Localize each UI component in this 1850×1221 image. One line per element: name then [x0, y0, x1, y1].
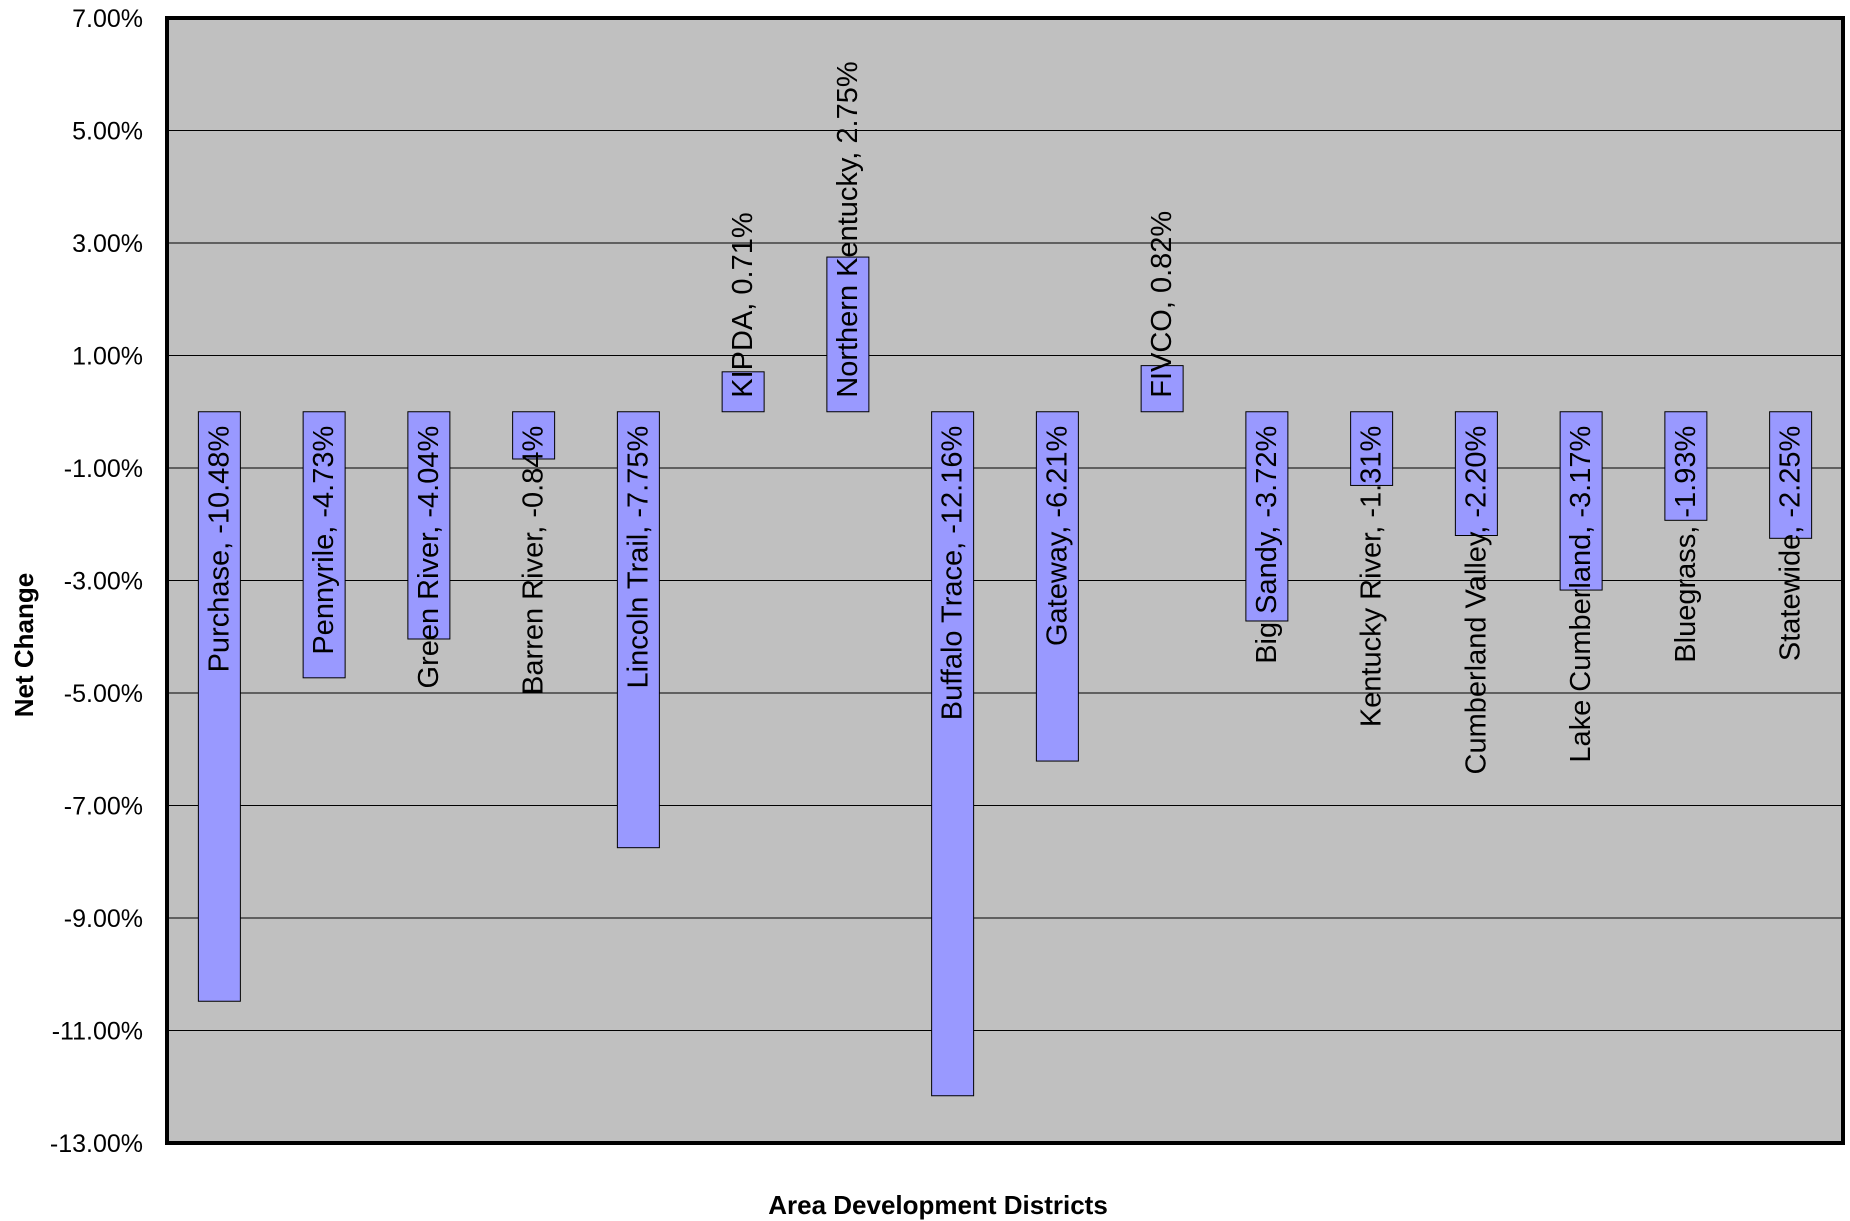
plot-border [165, 16, 1845, 1145]
y-tick-label: 5.00% [72, 118, 143, 146]
x-axis-title: Area Development Districts [768, 1190, 1108, 1220]
data-label: Statewide, -2.25% [1775, 426, 1807, 661]
y-tick-label: 3.00% [72, 230, 143, 258]
data-label: Gateway, -6.21% [1041, 426, 1073, 646]
data-label: Barren River, -0.84% [518, 426, 550, 695]
y-tick-label: -7.00% [64, 793, 143, 821]
bar [721, 371, 765, 413]
bar [197, 411, 241, 1002]
y-tick-label: -11.00% [52, 1018, 143, 1046]
y-axis-ticks: 7.00% 5.00% 3.00% 1.00% -1.00% -3.00% -5.00% -7… [50, 5, 143, 1158]
bar [1664, 411, 1708, 521]
bars [197, 256, 1813, 1097]
y-tick-label: -3.00% [64, 568, 143, 596]
bar [1245, 411, 1289, 622]
bar [302, 411, 346, 679]
y-tick-label: 1.00% [72, 343, 143, 371]
bar [1140, 365, 1184, 413]
data-label: Cumberland Valley, -2.20% [1460, 426, 1492, 775]
bar [1559, 411, 1603, 591]
bar [616, 411, 660, 849]
data-label: FIVCO, 0.82% [1146, 211, 1178, 398]
bar [931, 411, 975, 1097]
data-label: Lake Cumberland, -3.17% [1565, 426, 1597, 763]
y-tick-label: 7.00% [72, 5, 143, 33]
bar [407, 411, 451, 640]
data-label: Lincoln Trail, -7.75% [622, 426, 654, 689]
data-label: Green River, -4.04% [413, 426, 445, 689]
data-label: Big Sandy, -3.72% [1251, 426, 1283, 664]
bar [1350, 411, 1394, 486]
data-label: Kentucky River, -1.31% [1356, 426, 1388, 727]
data-labels: Purchase, -10.48% Pennyrile, -4.73% Green … [203, 61, 1806, 774]
data-label: Buffalo Trace, -12.16% [937, 426, 969, 720]
bar [826, 256, 870, 413]
bar [1769, 411, 1813, 539]
bar [512, 411, 556, 460]
data-label: KIPDA, 0.71% [727, 212, 759, 397]
data-label: Bluegrass, -1.93% [1670, 426, 1702, 663]
bar [1454, 411, 1498, 536]
y-tick-label: -13.00% [50, 1130, 143, 1158]
bar [1035, 411, 1079, 762]
y-tick-label: -5.00% [64, 680, 143, 708]
y-axis-title: Net Change [9, 573, 39, 717]
y-tick-label: -9.00% [64, 905, 143, 933]
y-tick-label: -1.00% [64, 455, 143, 483]
data-label: Northern Kentucky, 2.75% [832, 61, 864, 397]
data-label: Purchase, -10.48% [203, 426, 235, 673]
data-label: Pennyrile, -4.73% [308, 426, 340, 655]
